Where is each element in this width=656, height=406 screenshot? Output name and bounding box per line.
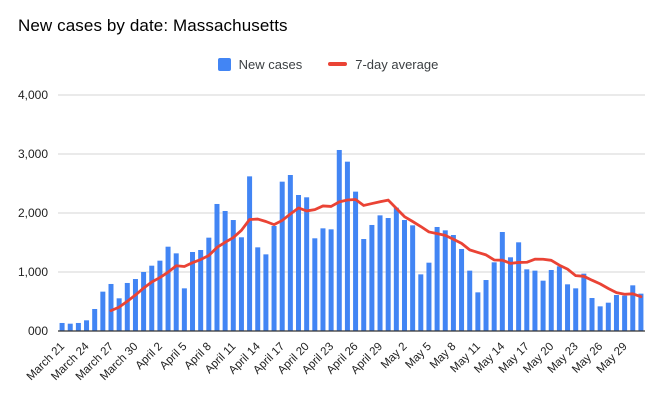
bar [507,257,513,331]
bar [353,191,359,331]
bar [67,323,73,331]
bar [198,249,204,331]
x-tick-label: May 5 [403,341,434,372]
bar [247,176,253,331]
bar [434,226,440,331]
bar [336,149,342,331]
bar [263,254,269,331]
bar [75,322,81,331]
bar [92,308,98,331]
bar [459,248,465,331]
bar [238,237,244,331]
y-tick-label: 4,000 [18,88,48,102]
bar [149,265,155,331]
legend-item-new-cases: New cases [217,56,303,72]
bar [181,288,187,331]
bar [450,235,456,331]
bar [556,266,562,331]
bar [124,282,130,331]
bar [361,239,367,331]
bar [418,274,424,331]
bar [638,293,644,331]
bar [393,207,399,331]
bar [222,210,228,331]
bar [141,272,147,331]
bar [320,228,326,331]
bar [483,280,489,331]
legend-label-new-cases: New cases [238,56,303,72]
bar [100,291,106,331]
legend-item-7-day-average: 7-day average [328,57,438,72]
x-tick-label: May 2 [379,341,410,372]
bar [116,298,122,331]
bar [589,298,595,331]
bar [255,247,261,331]
bar [108,283,114,331]
bar [312,238,318,331]
bar [605,302,611,331]
bar [499,231,505,331]
bar [491,262,497,331]
chart-title: New cases by date: Massachusetts [18,16,288,35]
bar [548,269,554,331]
bar [565,284,571,331]
bar [157,260,163,331]
bar [581,273,587,331]
new-cases-swatch-icon [217,57,231,71]
bar [467,270,473,331]
bar [190,251,196,331]
bar [385,218,391,331]
y-tick-label: 1,000 [18,265,48,279]
bar [475,292,481,331]
bar [206,237,212,331]
bar [442,230,448,331]
bar [344,161,350,331]
bar [540,280,546,331]
bar [214,203,220,331]
bar [59,322,65,331]
bar [532,270,538,331]
bar [524,269,530,331]
bar [369,224,375,331]
bar [304,197,310,331]
bar [377,215,383,331]
legend-label-7-day-average: 7-day average [355,56,439,72]
y-tick-label: 000 [28,324,48,338]
bar [132,279,138,331]
bar [613,295,619,331]
bar [597,306,603,331]
bar [516,242,522,331]
avg-line [109,198,643,313]
bar [630,285,636,331]
bar [573,288,579,331]
y-tick-label: 2,000 [18,206,48,220]
bar [287,175,293,331]
y-tick-label: 3,000 [18,147,48,161]
bar [401,220,407,331]
bar [426,262,432,331]
average-line-swatch-icon [328,62,348,66]
bar [296,195,302,331]
bar [271,225,277,331]
bar [410,225,416,331]
bar [279,181,285,331]
bar [622,295,628,331]
chart-legend: New cases 7-day average [0,55,656,73]
bar [84,320,90,331]
bar [328,229,334,331]
bar [173,253,179,331]
bar [230,220,236,331]
bar [165,246,171,331]
